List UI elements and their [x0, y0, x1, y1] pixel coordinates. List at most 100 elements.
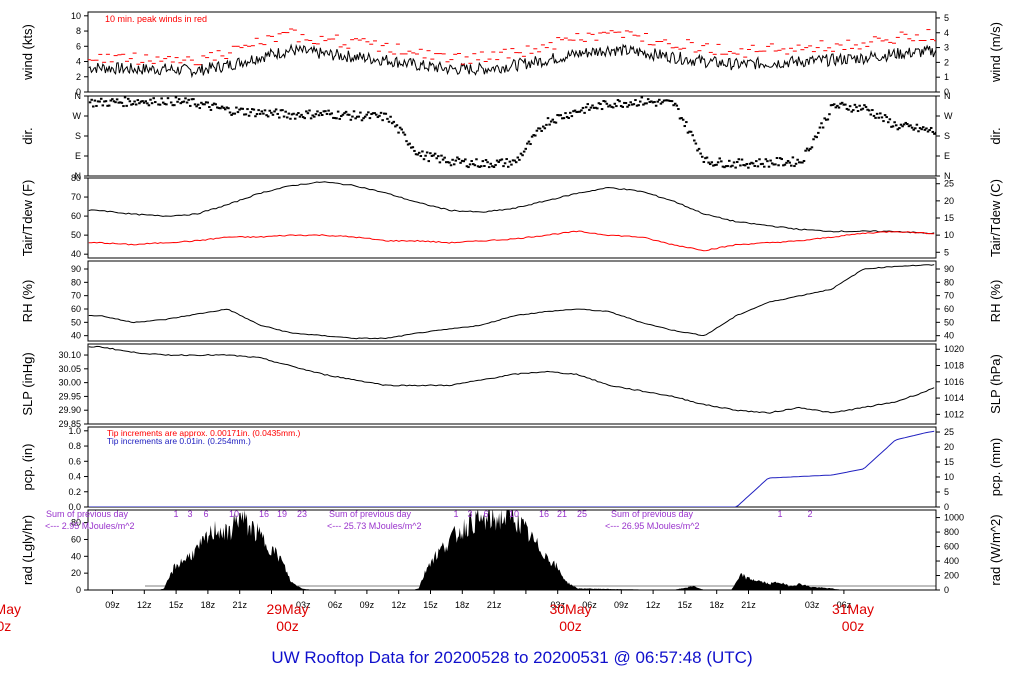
direction-point	[658, 98, 661, 101]
direction-point	[247, 114, 251, 117]
direction-point	[181, 101, 184, 104]
y-axis-label-left: rad (Lgly/hr)	[20, 515, 35, 585]
direction-point	[203, 103, 206, 106]
direction-point	[483, 165, 486, 168]
direction-point	[479, 165, 483, 168]
direction-point	[165, 103, 168, 106]
left-tick-label: 60	[71, 211, 81, 221]
hour-mark: 19	[277, 509, 287, 519]
direction-point	[235, 106, 238, 109]
direction-point	[600, 108, 604, 111]
direction-point	[831, 103, 834, 106]
direction-point	[874, 116, 877, 119]
direction-point	[631, 103, 634, 106]
direction-point	[774, 163, 777, 166]
direction-point	[429, 152, 432, 155]
direction-point	[359, 111, 362, 114]
direction-point	[440, 154, 443, 157]
direction-point	[747, 166, 750, 169]
daily-sum-label: Sum of previous day	[329, 509, 412, 519]
direction-point	[629, 101, 632, 104]
right-tick-label: 5	[944, 247, 949, 257]
direction-point	[179, 102, 182, 105]
right-tick-label: 400	[944, 556, 959, 566]
direction-point	[712, 164, 715, 167]
direction-point	[640, 96, 644, 99]
direction-point	[853, 103, 857, 106]
right-tick-label: 60	[944, 304, 954, 314]
hour-mark: 3	[187, 509, 192, 519]
direction-point	[912, 128, 915, 131]
direction-point	[171, 104, 175, 107]
direction-point	[225, 106, 229, 109]
direction-point	[887, 121, 890, 124]
direction-point	[569, 111, 572, 114]
direction-point	[395, 124, 399, 127]
direction-point	[693, 139, 696, 142]
direction-point	[710, 161, 714, 164]
direction-point	[158, 103, 162, 106]
direction-point	[223, 108, 227, 111]
left-tick-label: 40	[71, 551, 81, 561]
direction-point	[627, 104, 631, 107]
direction-point	[98, 100, 101, 103]
x-tick-label: 18z	[709, 600, 724, 610]
direction-point	[788, 161, 791, 164]
x-tick-label: 21z	[741, 600, 756, 610]
direction-point	[460, 159, 464, 162]
direction-point	[584, 106, 588, 109]
direction-point	[624, 102, 628, 105]
direction-point	[732, 161, 736, 164]
direction-point	[301, 116, 305, 119]
direction-point	[715, 163, 718, 166]
direction-point	[801, 161, 804, 164]
direction-point	[888, 118, 892, 121]
right-tick-label: 15	[944, 213, 954, 223]
direction-point	[357, 115, 361, 118]
direction-point	[840, 101, 844, 104]
direction-point	[766, 160, 769, 163]
direction-point	[336, 110, 340, 113]
direction-point	[866, 108, 869, 111]
direction-point	[885, 116, 888, 119]
hour-mark: 1	[777, 509, 782, 519]
direction-point	[233, 112, 237, 115]
left-tick-label: 80	[71, 277, 81, 287]
direction-point	[222, 106, 225, 109]
right-tick-label: 1016	[944, 377, 964, 387]
direction-point	[812, 138, 815, 141]
direction-point	[716, 161, 720, 164]
left-tick-label: 0	[76, 87, 81, 97]
direction-point	[589, 106, 593, 109]
direction-point	[723, 166, 726, 169]
direction-point	[306, 112, 310, 115]
direction-point	[650, 100, 653, 103]
right-tick-label: 800	[944, 527, 959, 537]
direction-point	[611, 106, 615, 109]
y-axis-label-left: pcp. (in)	[20, 444, 35, 491]
direction-point	[576, 110, 580, 113]
direction-point	[402, 131, 405, 134]
direction-point	[933, 132, 936, 135]
direction-point	[421, 150, 424, 153]
direction-point	[130, 103, 133, 106]
right-tick-label: 90	[944, 264, 954, 274]
direction-point	[316, 110, 319, 113]
left-tick-label: 0.4	[68, 472, 81, 482]
direction-point	[470, 160, 473, 163]
direction-point	[543, 127, 547, 130]
x-tick-label: 09z	[614, 600, 629, 610]
direction-point	[435, 157, 438, 160]
hour-mark: 1	[173, 509, 178, 519]
right-tick-label: 15	[944, 457, 954, 467]
direction-point	[562, 117, 566, 120]
direction-point	[770, 162, 774, 165]
left-tick-label: 20	[71, 568, 81, 578]
direction-point	[90, 98, 93, 101]
direction-point	[783, 163, 787, 166]
direction-point	[120, 101, 124, 104]
direction-point	[456, 156, 459, 159]
daily-sum-value: <--- 25.73 MJoules/m^2	[327, 521, 422, 531]
direction-point	[893, 121, 896, 124]
